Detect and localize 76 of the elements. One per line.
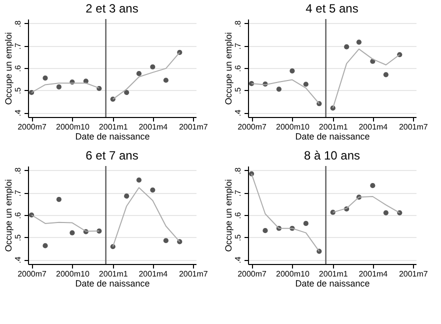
x-tick-label: 2001m1	[98, 122, 128, 132]
point	[56, 196, 62, 202]
x-tick-label: 2000m7	[18, 270, 48, 278]
y-axis-title: Occupe un emploi	[224, 32, 234, 105]
chart-title: 6 et 7 ans	[86, 148, 138, 162]
x-tick-label: 2001m1	[318, 122, 348, 132]
y-tick-label: .7	[234, 189, 242, 197]
point	[42, 243, 48, 248]
point	[56, 84, 62, 90]
y-tick-label: .6	[14, 212, 22, 219]
point	[262, 228, 268, 234]
x-tick-label: 2000m7	[238, 122, 268, 132]
y-tick-label: .8	[14, 20, 22, 28]
y-tick-label: .4	[234, 256, 242, 264]
y-tick-label: .5	[234, 234, 242, 242]
x-tick-label: 2000m10	[276, 270, 310, 278]
y-tick-label: .6	[14, 64, 22, 72]
y-tick-label: .7	[234, 42, 242, 50]
x-tick-label: 2000m7	[18, 122, 48, 132]
point	[177, 50, 182, 55]
x-tick-label: 2000m10	[56, 122, 90, 132]
y-tick-label: .7	[14, 189, 22, 197]
x-axis-title: Date de naissance	[75, 132, 150, 142]
point	[150, 188, 156, 193]
chart-title: 2 et 3 ans	[86, 1, 138, 16]
point	[70, 230, 75, 236]
point	[370, 183, 376, 188]
y-axis-title: Occupe un emploi	[4, 32, 14, 105]
chart-title: 4 et 5 ans	[306, 1, 358, 16]
y-tick-label: .8	[234, 167, 242, 174]
point	[42, 75, 48, 81]
y-tick-label: .8	[14, 167, 22, 174]
point	[356, 40, 362, 45]
x-tick-label: 2000m7	[238, 270, 268, 278]
y-tick-label: .4	[14, 109, 22, 116]
x-tick-label: 2001m4	[138, 270, 168, 278]
point	[383, 72, 388, 78]
x-tick-label: 2001m1	[98, 270, 128, 278]
point	[136, 71, 142, 76]
point	[136, 177, 142, 183]
y-tick-label: .6	[234, 212, 242, 219]
y-tick-label: .6	[234, 64, 242, 72]
point	[163, 78, 168, 83]
x-tick-label: 2000m10	[276, 122, 310, 132]
y-tick-label: .4	[14, 256, 22, 264]
y-tick-label: .5	[14, 234, 22, 242]
x-axis-title: Date de naissance	[295, 132, 370, 142]
x-tick-label: 2001m7	[178, 122, 208, 132]
x-tick-label: 2000m10	[56, 270, 90, 278]
y-tick-label: .5	[234, 86, 242, 94]
point	[276, 86, 282, 92]
point	[124, 194, 130, 199]
y-axis-title: Occupe un emploi	[4, 179, 14, 252]
point	[383, 210, 388, 216]
chart-title: 8 à 10 ans	[304, 148, 360, 162]
x-tick-label: 2001m4	[358, 122, 388, 132]
y-tick-label: .7	[14, 42, 22, 50]
x-tick-label: 2001m4	[358, 270, 388, 278]
y-tick-label: .5	[14, 86, 22, 94]
point	[303, 82, 308, 87]
x-tick-label: 2001m7	[178, 270, 208, 278]
point	[290, 68, 295, 74]
point	[124, 90, 130, 96]
y-axis-title: Occupe un emploi	[224, 179, 234, 252]
x-axis-title: Date de naissance	[295, 278, 370, 288]
x-tick-label: 2001m7	[398, 270, 428, 278]
x-tick-label: 2001m4	[138, 122, 168, 132]
point	[303, 220, 308, 226]
x-axis-title: Date de naissance	[75, 278, 150, 288]
point	[344, 44, 350, 50]
point	[163, 238, 168, 244]
x-tick-label: 2001m7	[398, 122, 428, 132]
y-tick-label: .4	[234, 109, 242, 116]
point	[150, 64, 156, 70]
y-tick-label: .8	[234, 20, 242, 28]
x-tick-label: 2001m1	[318, 270, 348, 278]
